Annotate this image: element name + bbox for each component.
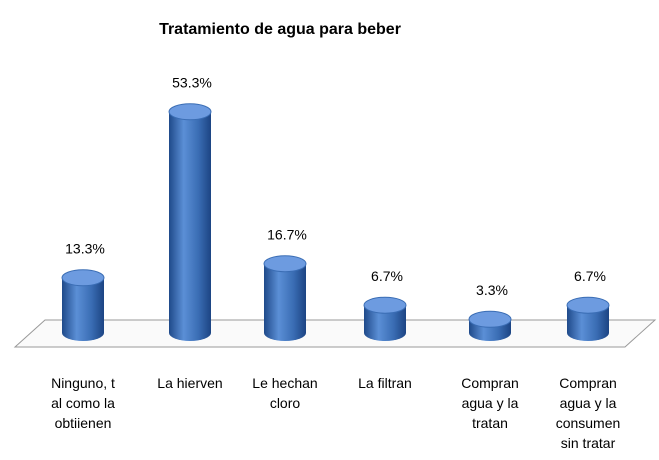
x-tick-label: Compran agua y la consumen sin tratar	[555, 375, 621, 451]
value-label: 53.3%	[172, 75, 212, 91]
bar-top	[363, 296, 407, 314]
bar	[168, 103, 212, 342]
bar-top	[566, 296, 610, 314]
bar	[566, 296, 610, 341]
bar	[61, 269, 105, 341]
value-label: 16.7%	[267, 226, 307, 242]
bar	[263, 255, 307, 341]
bar-body	[62, 277, 104, 341]
chart-title: Tratamiento de agua para beber	[159, 21, 401, 38]
x-tick-label: La hierven	[157, 375, 223, 391]
bar-top	[61, 269, 105, 287]
x-tick-label: Ninguno, t al como la obtiienen	[51, 375, 115, 431]
bar-body	[364, 305, 406, 341]
bar-top	[468, 310, 512, 328]
bar	[468, 310, 512, 341]
x-tick-label: La filtran	[358, 375, 412, 391]
x-tick-label: Le hechan cloro	[252, 375, 318, 411]
bar	[363, 296, 407, 341]
value-label: 13.3%	[65, 241, 105, 257]
bar-body	[567, 305, 609, 341]
x-tick-label: Compran agua y la tratan	[461, 375, 519, 431]
value-label: 6.7%	[574, 268, 606, 284]
bar-top	[168, 103, 212, 121]
value-label: 3.3%	[476, 282, 508, 298]
bar-body	[264, 263, 306, 341]
value-label: 6.7%	[371, 268, 403, 284]
floor	[13, 319, 657, 348]
bar-body	[169, 111, 211, 342]
bar-top	[263, 255, 307, 273]
